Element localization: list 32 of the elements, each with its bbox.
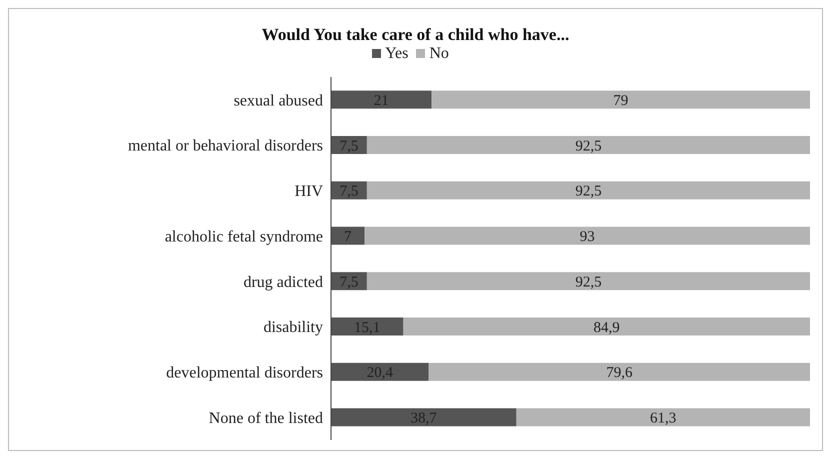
data-label: 92,5 <box>575 184 602 200</box>
y-tick-label: alcoholic fetal syndrome <box>164 228 323 246</box>
y-tick-label: None of the listed <box>208 410 323 427</box>
y-tick-label: disability <box>263 319 323 336</box>
data-label: 93 <box>580 229 595 246</box>
bar <box>366 272 810 290</box>
data-label: 61,3 <box>650 410 676 427</box>
y-tick-label: sexual abused <box>234 92 323 110</box>
bar <box>403 317 810 336</box>
data-label: 84,9 <box>594 320 620 336</box>
bar <box>331 408 516 426</box>
data-label: 92,5 <box>575 274 602 290</box>
bar <box>366 181 810 200</box>
bar <box>331 362 429 381</box>
legend-label: Yes <box>384 45 408 62</box>
y-tick-label: developmental disorders <box>166 364 323 382</box>
legend-label: No <box>428 45 449 62</box>
y-tick-label: drug adicted <box>243 274 323 291</box>
data-label: 79 <box>613 92 628 109</box>
data-label: 92,5 <box>575 138 602 154</box>
bar <box>428 362 810 381</box>
y-tick-label: HIV <box>294 183 324 200</box>
data-label: 79,6 <box>606 365 633 382</box>
bar <box>364 226 810 245</box>
bar <box>516 408 810 426</box>
bar <box>366 136 810 154</box>
bar <box>432 90 810 109</box>
bar <box>331 90 432 109</box>
bar <box>331 317 404 336</box>
y-tick-label: mental or behavioral disorders <box>128 138 323 155</box>
chart-title: Would You take care of a child who have... <box>260 25 570 45</box>
bar <box>331 226 365 245</box>
